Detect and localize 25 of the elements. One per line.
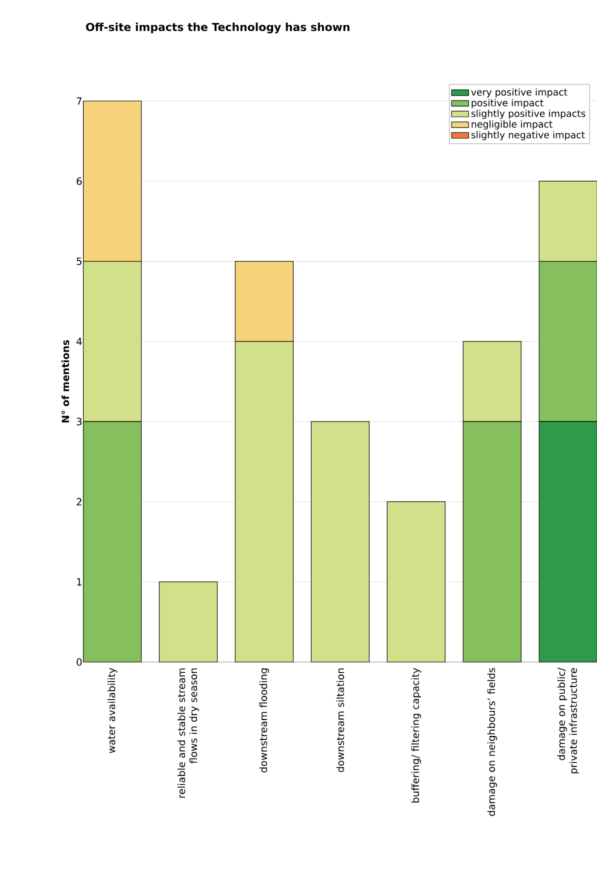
y-tick-label: 0 bbox=[76, 658, 82, 666]
y-tick-label: 1 bbox=[77, 578, 82, 586]
legend-label: negligible impact bbox=[472, 120, 552, 130]
x-tick-label: buffering/ filtering capacity bbox=[411, 668, 422, 803]
bar bbox=[158, 582, 218, 662]
legend-label: positive impact bbox=[472, 99, 544, 108]
bar bbox=[386, 501, 446, 662]
x-tick-label: downstream flooding bbox=[259, 668, 270, 772]
legend-label: very positive impact bbox=[471, 88, 568, 98]
x-tick-label: reliable and stable stream flows in dry season bbox=[177, 668, 200, 798]
y-tick-label: 2 bbox=[76, 498, 82, 506]
y-tick-label: 5 bbox=[76, 258, 82, 265]
x-tick-label: water availability bbox=[107, 668, 118, 754]
chart-title: Off-site impacts the Technology has shown bbox=[86, 22, 350, 34]
x-tick-label: damage on neighbours’ fields bbox=[487, 668, 497, 816]
y-axis-title: N° of mentions bbox=[61, 340, 70, 422]
x-tick-label: damage on public/ private infrastructure bbox=[557, 668, 579, 774]
legend-label: slightly positive impacts bbox=[471, 110, 586, 119]
bar bbox=[310, 421, 370, 662]
y-tick-label: 6 bbox=[76, 177, 82, 185]
y-tick-label: 3 bbox=[76, 418, 82, 426]
x-tick-label: downstream siltation bbox=[336, 668, 344, 772]
y-tick-label: 7 bbox=[76, 97, 82, 105]
y-tick-label: 4 bbox=[76, 338, 82, 346]
legend-label: slightly negative impact bbox=[471, 131, 585, 140]
